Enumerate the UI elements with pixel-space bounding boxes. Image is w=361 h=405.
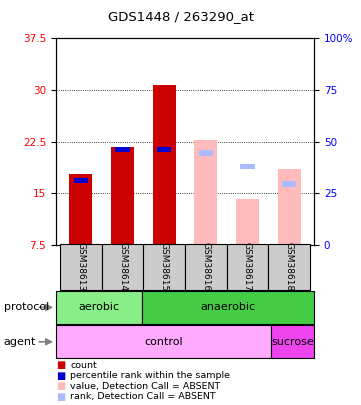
Bar: [199, 150, 213, 156]
Bar: [60, 244, 102, 290]
Bar: [240, 164, 255, 169]
Bar: [142, 291, 314, 324]
Text: ■: ■: [56, 371, 65, 381]
Text: GSM38613: GSM38613: [77, 242, 86, 292]
Text: percentile rank within the sample: percentile rank within the sample: [70, 371, 230, 380]
Bar: [153, 85, 176, 245]
Bar: [111, 147, 134, 245]
Bar: [194, 140, 217, 245]
Text: anaerobic: anaerobic: [200, 303, 256, 312]
Bar: [227, 244, 268, 290]
Text: agent: agent: [4, 337, 36, 347]
Text: value, Detection Call = ABSENT: value, Detection Call = ABSENT: [70, 382, 221, 391]
Bar: [56, 291, 142, 324]
Bar: [69, 174, 92, 245]
Bar: [56, 325, 271, 358]
Bar: [278, 169, 301, 245]
Text: aerobic: aerobic: [78, 303, 119, 312]
Bar: [236, 199, 259, 245]
Bar: [143, 244, 185, 290]
Text: GSM38615: GSM38615: [160, 242, 169, 292]
Text: ■: ■: [56, 392, 65, 402]
Text: GSM38614: GSM38614: [118, 242, 127, 292]
Text: GSM38618: GSM38618: [284, 242, 293, 292]
Text: GDS1448 / 263290_at: GDS1448 / 263290_at: [108, 11, 253, 23]
Bar: [282, 181, 296, 186]
Text: protocol: protocol: [4, 303, 49, 312]
Text: sucrose: sucrose: [271, 337, 314, 347]
Bar: [102, 244, 143, 290]
Text: rank, Detection Call = ABSENT: rank, Detection Call = ABSENT: [70, 392, 216, 401]
Bar: [115, 147, 130, 152]
Bar: [268, 244, 310, 290]
Bar: [185, 244, 227, 290]
Text: GSM38616: GSM38616: [201, 242, 210, 292]
Text: count: count: [70, 361, 97, 370]
Bar: [74, 177, 88, 183]
Bar: [271, 325, 314, 358]
Text: control: control: [144, 337, 183, 347]
Bar: [157, 147, 171, 152]
Text: ■: ■: [56, 360, 65, 370]
Text: GSM38617: GSM38617: [243, 242, 252, 292]
Text: ■: ■: [56, 382, 65, 391]
